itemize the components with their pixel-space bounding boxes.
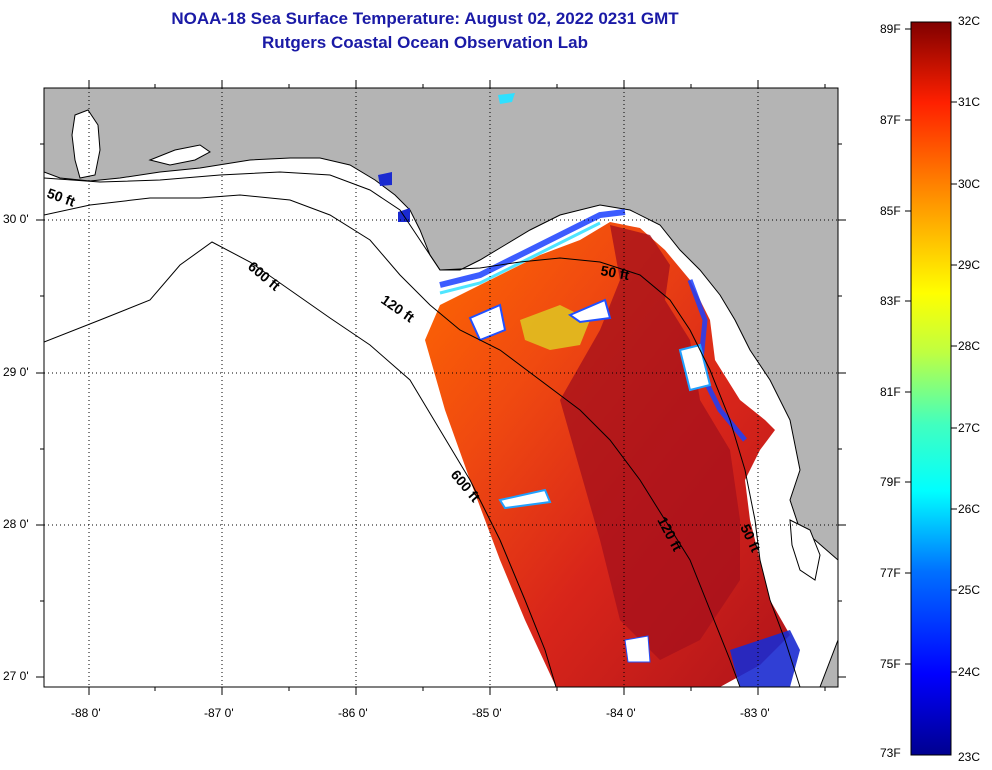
colorbar-label-c: 23C bbox=[958, 750, 981, 764]
colorbar-label-c: 29C bbox=[958, 258, 981, 272]
cloud-gap-5 bbox=[678, 343, 712, 392]
lat-label: 29 0' bbox=[3, 365, 29, 379]
colorbar-label-f: 85F bbox=[880, 204, 901, 218]
colorbar-label-f: 81F bbox=[880, 385, 901, 399]
lat-label: 28 0' bbox=[3, 517, 29, 531]
tampa-bay bbox=[789, 519, 821, 581]
colorbar-label-c: 26C bbox=[958, 502, 981, 516]
sst-warm-core bbox=[560, 225, 740, 660]
nearshore-cold-south bbox=[730, 630, 800, 687]
colorbar-label-c: 30C bbox=[958, 177, 981, 191]
graticule bbox=[44, 88, 838, 687]
map-title: NOAA-18 Sea Surface Temperature: August … bbox=[171, 9, 679, 28]
colorbar-label-f: 73F bbox=[880, 746, 901, 760]
lon-label: -84 0' bbox=[606, 706, 636, 720]
colorbar-label-f: 87F bbox=[880, 113, 901, 127]
axis-ticks bbox=[36, 80, 846, 695]
coastal-inlet bbox=[148, 144, 211, 166]
colorbar-label-c: 28C bbox=[958, 339, 981, 353]
contour-label-50ft: 50 ft bbox=[599, 262, 630, 283]
colorbar-label-f: 79F bbox=[880, 475, 901, 489]
isobath-600ft bbox=[44, 241, 557, 687]
map-subtitle: Rutgers Coastal Ocean Observation Lab bbox=[262, 33, 588, 52]
lon-label: -83 0' bbox=[740, 706, 770, 720]
lon-label: -88 0' bbox=[71, 706, 101, 720]
cold-spot bbox=[498, 93, 515, 104]
lon-label: -87 0' bbox=[204, 706, 234, 720]
cloud-gap-4 bbox=[624, 635, 651, 663]
cloud-gap-1 bbox=[468, 303, 507, 342]
cloud-gap-3 bbox=[498, 488, 552, 510]
lon-label: -86 0' bbox=[338, 706, 368, 720]
colorbar bbox=[910, 21, 952, 756]
map-frame bbox=[43, 87, 839, 688]
colorbar-ticks bbox=[905, 28, 957, 673]
cold-spot bbox=[378, 172, 392, 186]
colorbar-label-f: 83F bbox=[880, 294, 901, 308]
colorbar-label-c: 24C bbox=[958, 665, 981, 679]
lat-label: 30 0' bbox=[3, 212, 29, 226]
isobath-50ft bbox=[44, 171, 801, 687]
colorbar-label-c: 31C bbox=[958, 95, 981, 109]
cloud-gap-2 bbox=[567, 298, 612, 324]
colorbar-label-c: 27C bbox=[958, 421, 981, 435]
isobath-120ft bbox=[44, 194, 741, 687]
lat-label: 27 0' bbox=[3, 669, 29, 683]
colorbar-label-f: 77F bbox=[880, 566, 901, 580]
colorbar-label-f: 75F bbox=[880, 657, 901, 671]
colorbar-label-c: 25C bbox=[958, 583, 981, 597]
colorbar-label-c: 32C bbox=[958, 14, 981, 28]
lon-label: -85 0' bbox=[472, 706, 502, 720]
nearshore-cold-band bbox=[439, 209, 626, 288]
nearshore-cold-band-2 bbox=[439, 221, 601, 295]
colorbar-label-f: 89F bbox=[880, 22, 901, 36]
mobile-bay bbox=[71, 109, 101, 179]
